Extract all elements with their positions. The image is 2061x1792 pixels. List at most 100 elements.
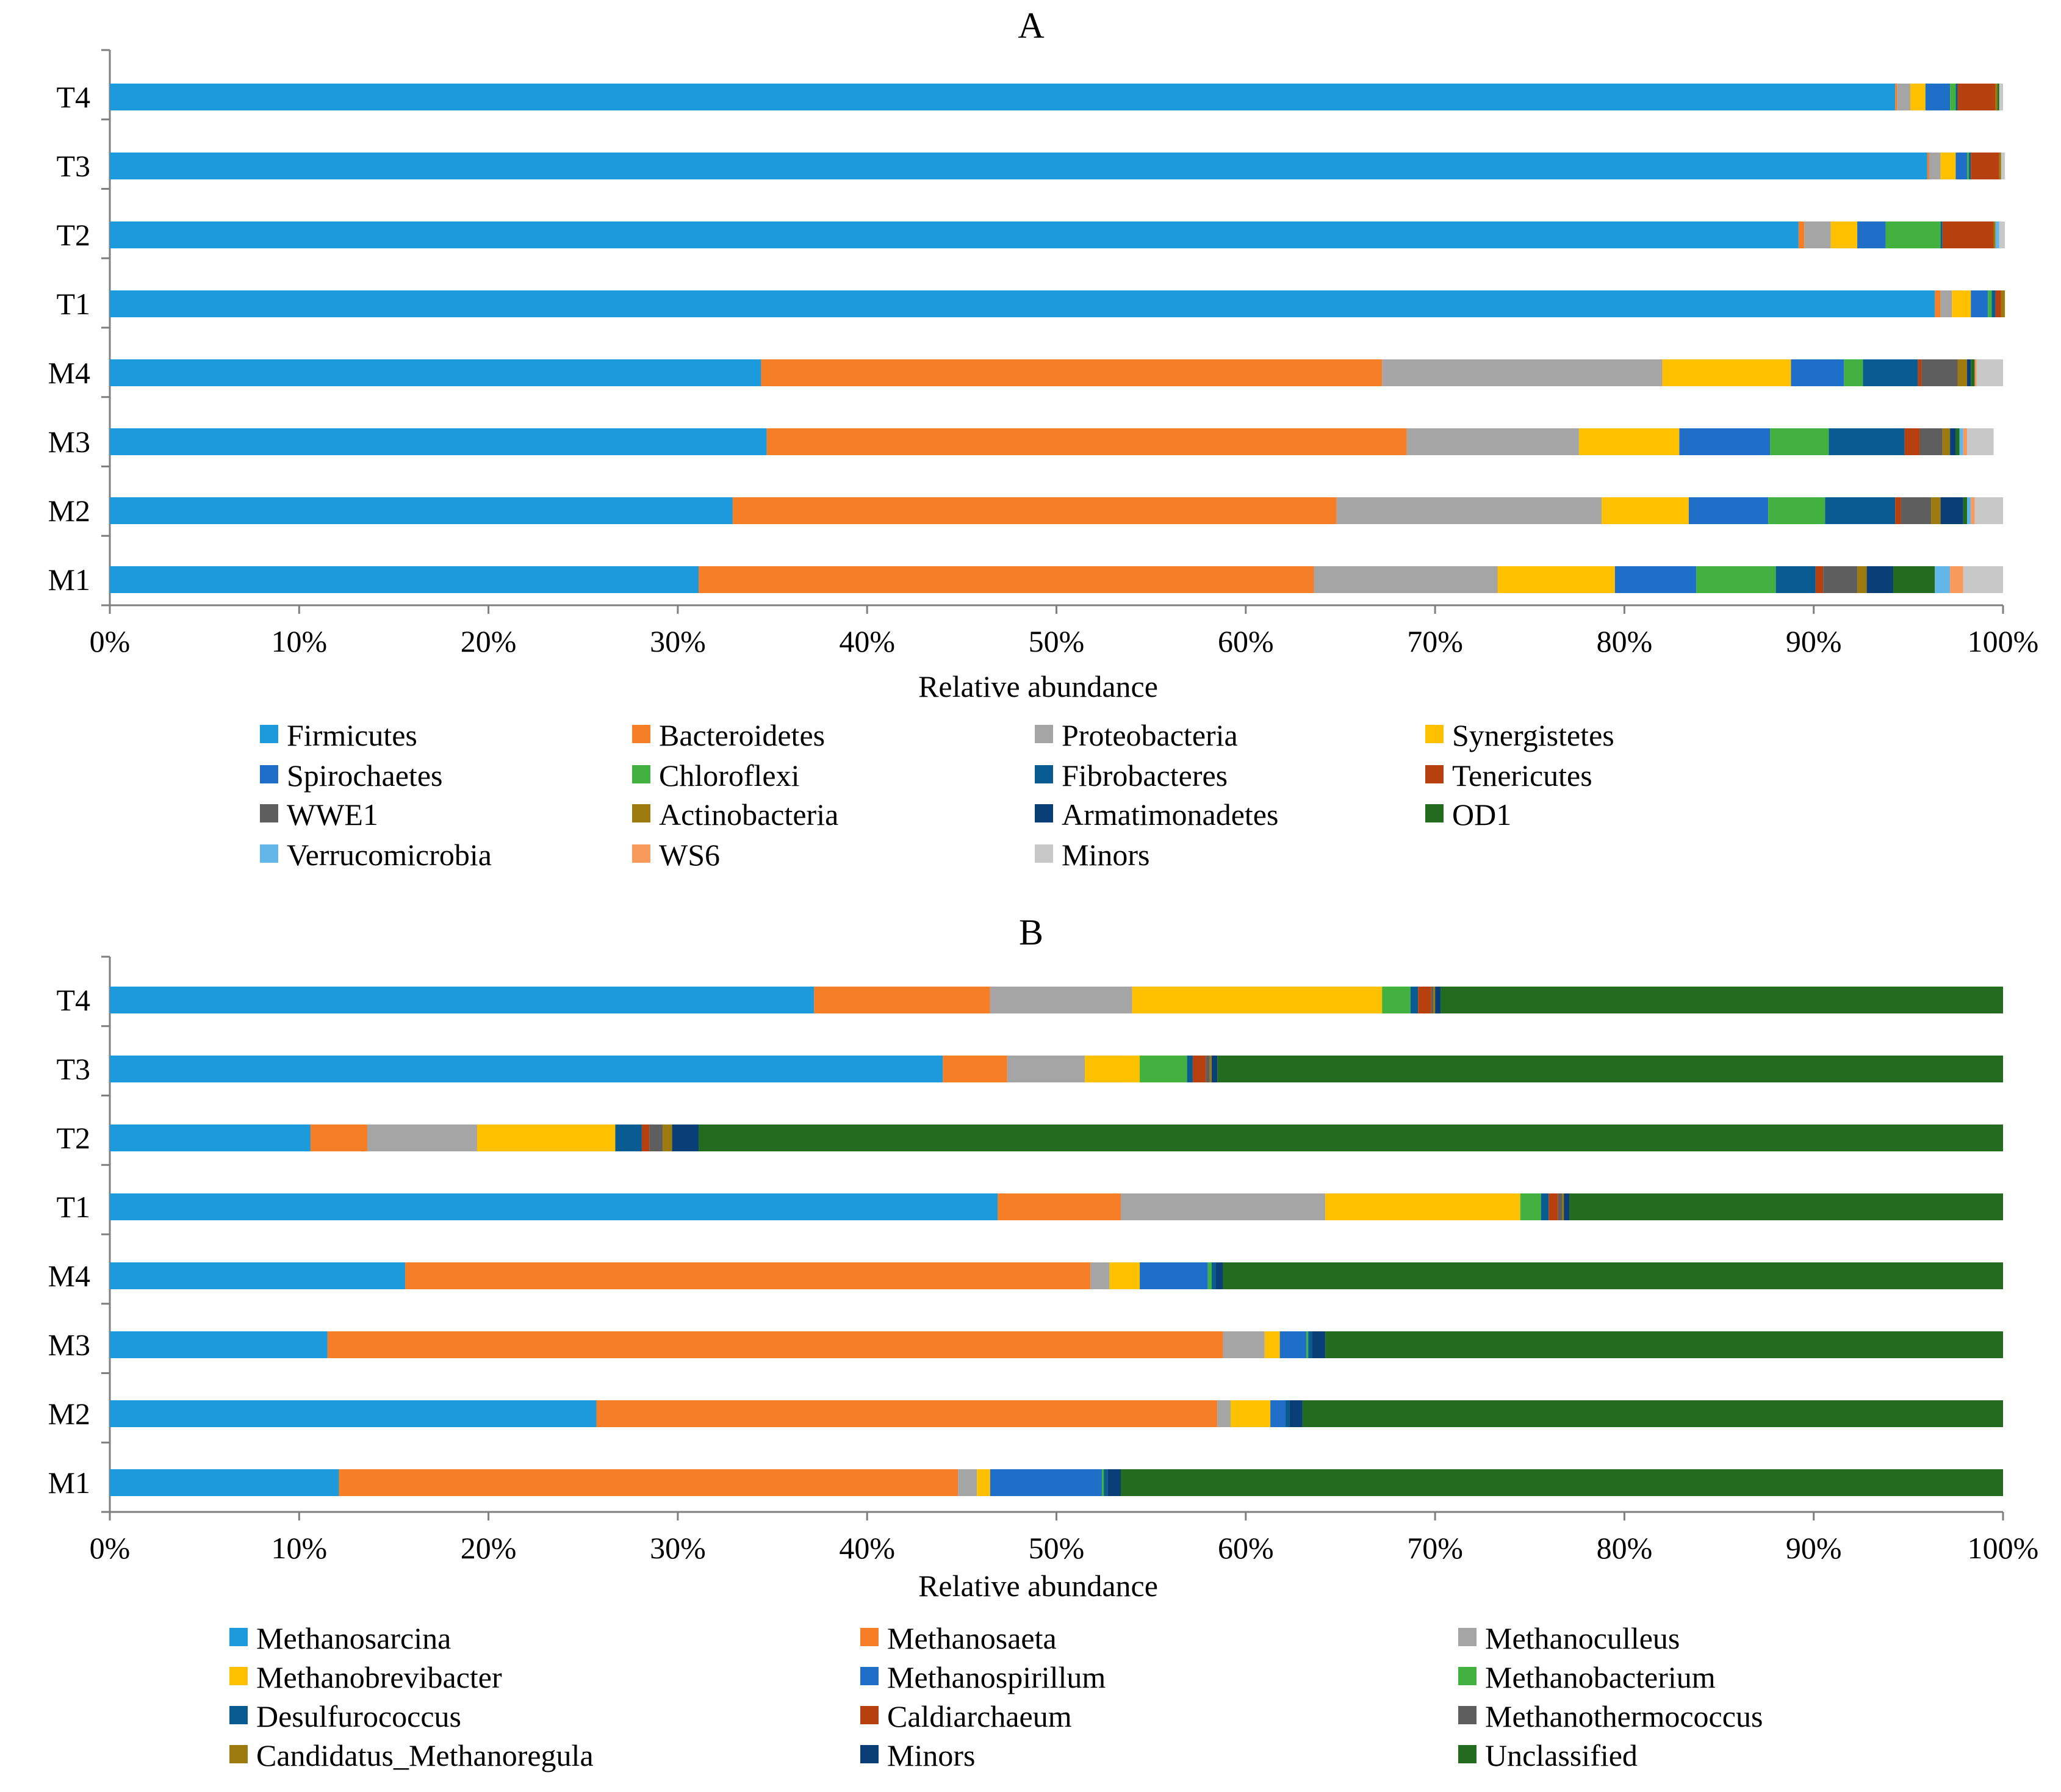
x-tick-label: 10% (271, 624, 327, 658)
bar-segment-m1-methanoculleus (958, 1469, 977, 1496)
category-label: M4 (48, 356, 90, 390)
category-label: M2 (48, 494, 90, 528)
bar-segment-t4-caldiarchaeum (1418, 987, 1431, 1013)
bar-segment-t4-actinobacteria (1995, 84, 1998, 110)
x-tick-label: 60% (1218, 1531, 1274, 1565)
legend-swatch (1458, 1628, 1477, 1646)
bar-segment-m3-methanoculleus (1223, 1331, 1265, 1358)
bar-segment-t2-proteobacteria (1804, 221, 1831, 248)
legend-label: Bacteroidetes (659, 718, 825, 752)
x-tick-label: 80% (1597, 624, 1653, 658)
legend: Methanosarcina Methanosaeta Methanoculleus… (229, 1621, 1763, 1772)
bar-segment-m2-methanosarcina (110, 1400, 597, 1427)
bar-segment-m2-proteobacteria (1336, 497, 1602, 524)
bar-segment-m1-spirochaetes (1614, 566, 1697, 593)
bar-segment-m3-methanospirillum (1279, 1331, 1307, 1358)
legend-swatch (1425, 765, 1444, 783)
x-tick-label: 50% (1029, 1531, 1085, 1565)
bar-segment-t3-methanosarcina (110, 1056, 943, 1082)
legend-swatch (1458, 1706, 1477, 1724)
bar-segment-m4-tenericutes (1918, 359, 1922, 386)
legend-label: Fibrobacteres (1062, 758, 1228, 793)
legend-swatch (260, 765, 278, 783)
legend-label: Caldiarchaeum (887, 1699, 1072, 1733)
bar-segment-m1-methanospirillum (990, 1469, 1102, 1496)
bar-segment-m3-minors (1312, 1331, 1326, 1358)
bar-segment-t3-minors (2001, 153, 2005, 179)
bar-segment-m2-ws6 (1971, 497, 1975, 524)
category-label: T2 (56, 1121, 90, 1155)
bar-segment-t2-synergistetes (1830, 221, 1858, 248)
bar-segment-t4-minors (1435, 987, 1441, 1013)
bar-segment-t3-tenericutes (1971, 153, 1999, 179)
category-label: M1 (48, 1466, 90, 1500)
bar-segment-m1-verrucomicrobia (1935, 566, 1951, 593)
legend-label: Methanosarcina (256, 1621, 451, 1655)
category-label: T4 (56, 80, 90, 114)
bar-segment-t3-methanosaeta (943, 1056, 1007, 1082)
x-tick-label: 80% (1597, 1531, 1653, 1565)
bar-segment-m1-unclassified (1121, 1469, 2003, 1496)
bar-segment-m3-od1 (1955, 428, 1960, 455)
legend-swatch (229, 1706, 248, 1724)
bar-segment-m4-firmicutes (110, 359, 761, 386)
bar-segment-m3-unclassified (1325, 1331, 2003, 1358)
bar-segment-m4-bacteroidetes (761, 359, 1383, 386)
chart-panel-a: A 0% 10% 20% 30% 40% 50% 60% 70% 80% 90% 100% Relati… (48, 5, 2039, 872)
bar-segment-m1-ws6 (1950, 566, 1963, 593)
bar-segment-t3-chloroflexi (1967, 153, 1969, 179)
x-tick-label: 50% (1029, 624, 1085, 658)
legend-swatch (860, 1706, 879, 1724)
bar-segment-t1-tenericutes (1995, 290, 2001, 317)
legend-swatch (1425, 804, 1444, 822)
legend-swatch (632, 725, 650, 743)
legend-label: Tenericutes (1452, 758, 1592, 793)
bar-segment-m3-chloroflexi (1770, 428, 1829, 455)
bar-segment-t2-chloroflexi (1885, 221, 1941, 248)
bar-segment-m1-actinobacteria (1857, 566, 1867, 593)
category-label: T4 (56, 983, 90, 1017)
bar-segment-m1-tenericutes (1815, 566, 1824, 593)
category-label: T2 (56, 218, 90, 252)
bar-segment-m3-verrucomicrobia (1959, 428, 1963, 455)
x-tick-label: 0% (90, 1531, 131, 1565)
category-label: T1 (56, 1190, 90, 1224)
bar-segment-t3-minors (1211, 1056, 1218, 1082)
bar-segment-m3-fibrobacteres (1829, 428, 1905, 455)
category-label: M3 (48, 425, 90, 459)
chart-panel-b: B 0% 10% 20% 30% 40% 50% 60% 70% 80% 90% 100% Relati… (48, 912, 2039, 1772)
legend-label: Proteobacteria (1062, 718, 1238, 752)
bar-segment-m4-fibrobacteres (1863, 359, 1918, 386)
x-tick-label: 30% (650, 624, 706, 658)
bar-segment-t4-unclassified (1441, 987, 2003, 1013)
x-tick-label: 0% (90, 624, 131, 658)
legend-swatch (632, 804, 650, 822)
bar-segment-t3-spirochaetes (1955, 153, 1968, 179)
bar-segment-t2-minors (1999, 221, 2005, 248)
bar-segment-m4-minors (1976, 359, 2003, 386)
bar-segment-m4-methanosaeta (405, 1262, 1091, 1289)
bar-segment-m2-tenericutes (1895, 497, 1901, 524)
bar-segment-t4-methanosaeta (814, 987, 990, 1013)
bar-segment-t1-methanothermococcus (1558, 1193, 1563, 1220)
bar-segment-m2-armatimonadetes (1940, 497, 1963, 524)
bar-segment-m2-methanoculleus (1217, 1400, 1231, 1427)
bar-segment-m4-proteobacteria (1382, 359, 1663, 386)
bar-segment-t1-synergistetes (1952, 290, 1971, 317)
bar-segment-m1-minors (1107, 1469, 1121, 1496)
x-tick-label: 40% (839, 1531, 895, 1565)
legend-swatch (1458, 1745, 1477, 1763)
bar-segment-t3-methanothermococcus (1206, 1056, 1210, 1082)
legend-swatch (1035, 804, 1053, 822)
x-tick-label: 40% (839, 624, 895, 658)
bar-segment-t3-firmicutes (110, 153, 1927, 179)
bar-segment-t4-bacteroidetes (1895, 84, 1897, 110)
bar-segment-t1-candidatus-methanoregula (1562, 1193, 1564, 1220)
bar-segment-m1-methanobrevibacter (977, 1469, 990, 1496)
x-axis-label: Relative abundance (918, 669, 1158, 703)
bar-segment-t1-methanosarcina (110, 1193, 998, 1220)
bar-segment-m2-minors (1289, 1400, 1303, 1427)
bar-segment-m4-synergistetes (1662, 359, 1791, 386)
bar-segment-t3-fibrobacteres (1969, 153, 1971, 179)
bar-segment-t1-desulfurococcus (1541, 1193, 1549, 1220)
